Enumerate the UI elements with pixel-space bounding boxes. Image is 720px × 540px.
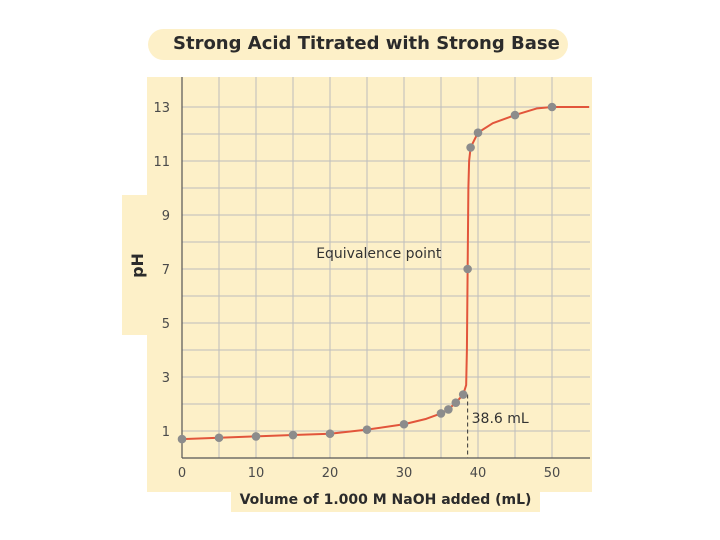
title-band bbox=[148, 29, 568, 60]
plot-panel bbox=[147, 77, 592, 492]
y-tick-label: 3 bbox=[162, 371, 170, 386]
data-point bbox=[325, 429, 335, 439]
y-axis-label-tab bbox=[122, 195, 152, 335]
titration-curve bbox=[181, 106, 589, 441]
x-tick-label: 20 bbox=[322, 466, 339, 481]
axes bbox=[181, 77, 590, 459]
y-tick-label: 5 bbox=[162, 317, 170, 332]
data-point bbox=[463, 264, 472, 274]
x-tick-label: 10 bbox=[248, 466, 265, 481]
data-point bbox=[288, 430, 298, 440]
data-point bbox=[399, 419, 409, 429]
data-points bbox=[177, 102, 557, 444]
x-tick-label: 40 bbox=[470, 466, 487, 481]
data-point bbox=[547, 102, 557, 112]
data-point bbox=[362, 425, 372, 434]
data-point bbox=[214, 433, 224, 443]
titration-curve-line bbox=[181, 106, 589, 441]
y-tick-label: 11 bbox=[153, 155, 170, 170]
equivalence-volume-label: 38.6 mL bbox=[472, 411, 529, 427]
data-point bbox=[466, 143, 475, 152]
y-tick-label: 9 bbox=[162, 209, 170, 224]
x-axis-label: Volume of 1.000 M NaOH added (mL) bbox=[239, 492, 532, 508]
y-tick-label: 7 bbox=[162, 263, 170, 278]
data-point bbox=[451, 398, 461, 407]
x-tick-label: 30 bbox=[396, 466, 413, 481]
data-point bbox=[458, 390, 468, 399]
x-tick-label: 50 bbox=[544, 466, 561, 481]
annotations: Equivalence point 38.6 mL bbox=[316, 246, 529, 427]
y-tick-label: 13 bbox=[153, 101, 170, 116]
grid bbox=[181, 77, 590, 458]
data-point bbox=[251, 432, 261, 441]
y-tick-label: 1 bbox=[162, 425, 170, 440]
x-axis-label-band bbox=[231, 488, 540, 512]
equivalence-point-label: Equivalence point bbox=[316, 246, 442, 262]
data-point bbox=[436, 409, 446, 418]
data-point bbox=[510, 110, 520, 120]
data-point bbox=[177, 434, 187, 444]
x-tick-label: 0 bbox=[178, 466, 186, 481]
data-point bbox=[473, 128, 483, 137]
data-point bbox=[444, 405, 453, 414]
chart-title: Strong Acid Titrated with Strong Base bbox=[173, 33, 560, 54]
